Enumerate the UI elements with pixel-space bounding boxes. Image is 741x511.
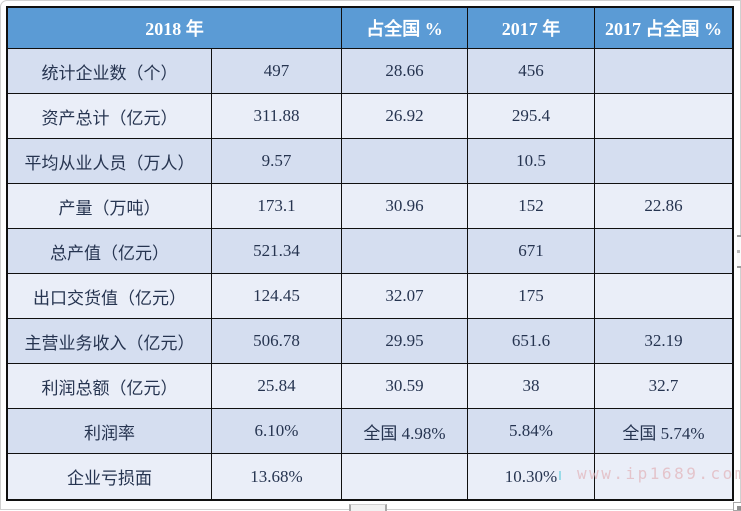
value-share-2017: 32.7 [595, 364, 732, 409]
value-share-2017 [595, 139, 732, 184]
value-share-2018 [342, 454, 468, 499]
value-2018: 173.1 [212, 184, 342, 229]
value-share-2018: 26.92 [342, 94, 468, 139]
row-label: 主营业务收入（亿元） [8, 319, 212, 364]
value-share-2018 [342, 229, 468, 274]
value-share-2018: 30.59 [342, 364, 468, 409]
site-watermark: www.ip1689.com [577, 464, 741, 483]
value-2018: 124.45 [212, 274, 342, 319]
header-2018: 2018 年 [8, 8, 342, 49]
header-share-2018: 占全国 % [342, 8, 468, 49]
value-share-2017: 32.19 [595, 319, 732, 364]
value-2017: 10.30% [468, 454, 595, 499]
value-share-2017: 全国 5.74% [595, 409, 732, 454]
value-share-2018: 全国 4.98% [342, 409, 468, 454]
value-share-2018: 30.96 [342, 184, 468, 229]
row-label: 出口交货值（亿元） [8, 274, 212, 319]
row-label: 利润率 [8, 409, 212, 454]
value-2018: 311.88 [212, 94, 342, 139]
row-label: 企业亏损面 [8, 454, 212, 499]
row-label: 统计企业数（个） [8, 49, 212, 94]
header-2017: 2017 年 [468, 8, 595, 49]
value-2018: 497 [212, 49, 342, 94]
value-2018: 13.68% [212, 454, 342, 499]
value-share-2017 [595, 94, 732, 139]
row-label: 平均从业人员（万人） [8, 139, 212, 184]
value-2017: 671 [468, 229, 595, 274]
value-2017: 10.5 [468, 139, 595, 184]
value-2018: 521.34 [212, 229, 342, 274]
value-share-2018 [342, 139, 468, 184]
value-2017: 175 [468, 274, 595, 319]
value-share-2018: 32.07 [342, 274, 468, 319]
header-share-2017: 2017 占全国 % [595, 8, 732, 49]
value-share-2017: 22.86 [595, 184, 732, 229]
value-share-2017 [595, 229, 732, 274]
value-share-2017 [595, 274, 732, 319]
row-label: 总产值（亿元） [8, 229, 212, 274]
row-label: 资产总计（亿元） [8, 94, 212, 139]
row-label: 利润总额（亿元） [8, 364, 212, 409]
value-2017: 651.6 [468, 319, 595, 364]
statistics-table: 2018 年 占全国 % 2017 年 2017 占全国 % 统计企业数（个） … [6, 6, 734, 501]
value-2018: 25.84 [212, 364, 342, 409]
row-label: 产量（万吨） [8, 184, 212, 229]
value-share-2017 [595, 49, 732, 94]
value-2017: 152 [468, 184, 595, 229]
value-2017: 295.4 [468, 94, 595, 139]
horizontal-scrollbar-fragment[interactable] [349, 504, 387, 511]
value-2017: 38 [468, 364, 595, 409]
value-2018: 6.10% [212, 409, 342, 454]
cursor-artifact [559, 471, 561, 480]
value-2018: 9.57 [212, 139, 342, 184]
value-2017: 456 [468, 49, 595, 94]
value-share-2018: 29.95 [342, 319, 468, 364]
value-2017: 5.84% [468, 409, 595, 454]
value-share-2017 [595, 454, 732, 499]
value-2018: 506.78 [212, 319, 342, 364]
scrollbar-thumb-fragment[interactable] [737, 235, 741, 268]
value-share-2018: 28.66 [342, 49, 468, 94]
